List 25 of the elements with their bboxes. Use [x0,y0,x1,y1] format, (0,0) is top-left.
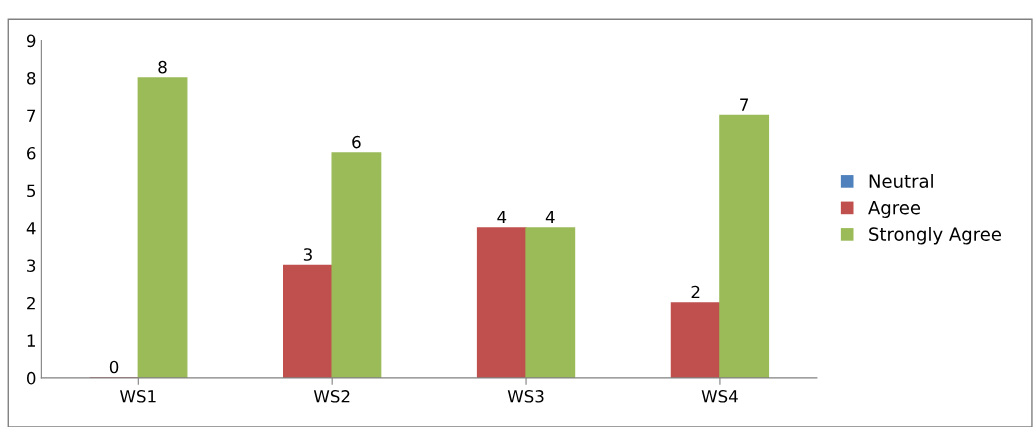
legend-label: Neutral [869,173,933,188]
y-tick-label: 0 [26,371,36,385]
legend-label: Strongly Agree [869,226,1001,245]
x-tick-label: WS3 [507,389,544,403]
data-label: 0 [109,360,119,374]
data-label: 4 [497,210,507,224]
x-tick-label: WS2 [313,389,350,403]
y-tick-label: 8 [27,72,36,85]
data-label: 4 [545,210,555,224]
data-label: 2 [691,285,700,299]
y-tick-label: 1 [27,334,35,347]
y-tick-label: 9 [26,34,36,48]
y-tick-label: 5 [27,184,36,198]
data-label: 8 [158,60,167,74]
data-label: 3 [303,248,312,261]
y-tick-label: 3 [27,259,36,273]
data-label: 7 [740,98,749,111]
y-tick-label: 4 [26,222,36,235]
y-tick-label: 2 [27,296,35,310]
y-tick-label: 6 [27,146,36,160]
x-tick-label: WS1 [120,389,156,403]
legend-label: Agree [868,201,921,218]
x-tick-label: WS4 [701,389,738,403]
data-label: 6 [352,135,361,149]
y-tick-label: 7 [27,109,36,122]
